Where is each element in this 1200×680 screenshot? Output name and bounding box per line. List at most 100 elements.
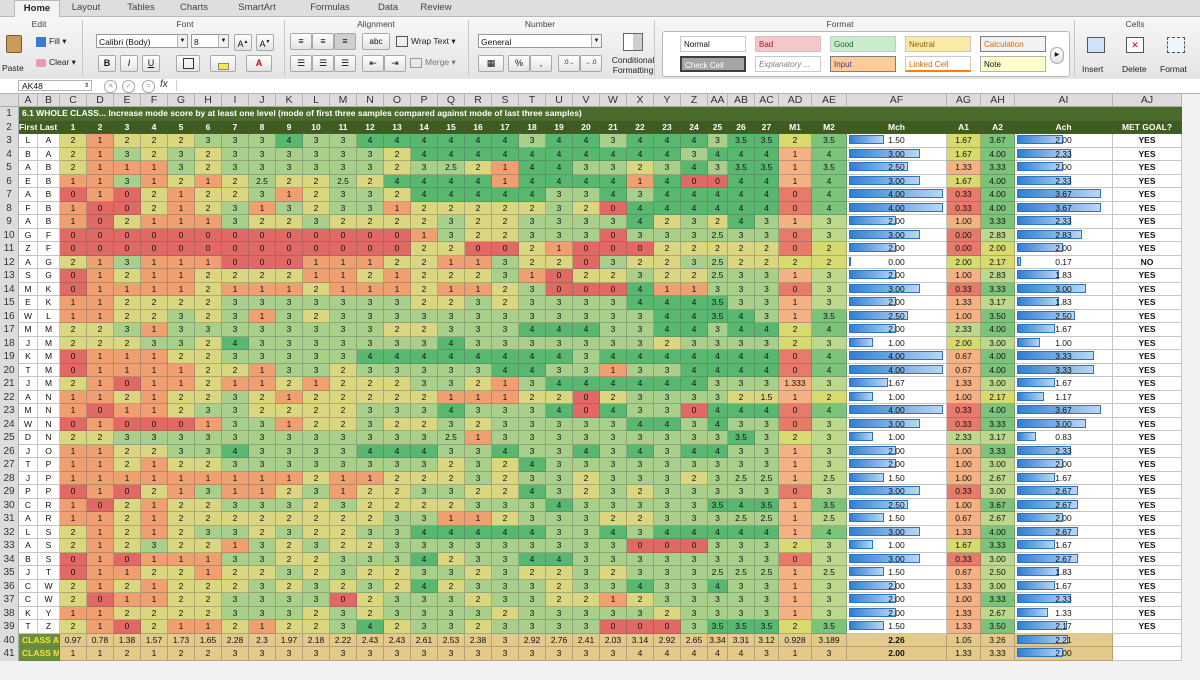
score-cell[interactable]: 3: [438, 593, 465, 607]
summary-cell[interactable]: 3.12: [755, 633, 779, 647]
score-cell[interactable]: 1: [546, 242, 573, 256]
a2-cell[interactable]: 2.83: [981, 269, 1015, 283]
score-cell[interactable]: 3: [708, 552, 728, 566]
score-cell[interactable]: 3: [357, 525, 384, 539]
score-cell[interactable]: 0: [114, 188, 141, 202]
column-header[interactable]: T: [519, 94, 546, 107]
column-title[interactable]: A1: [947, 120, 981, 134]
score-cell[interactable]: 3: [330, 323, 357, 337]
row-header[interactable]: 16: [0, 309, 19, 323]
score-cell[interactable]: 1: [465, 282, 492, 296]
score-cell[interactable]: 2: [276, 485, 303, 499]
score-cell[interactable]: 3: [708, 161, 728, 175]
score-cell[interactable]: 2: [384, 215, 411, 229]
style-explanatory[interactable]: Explanatory ...: [755, 56, 821, 72]
align-middle-button[interactable]: ≡: [312, 33, 334, 50]
score-cell[interactable]: 1: [87, 309, 114, 323]
bold-button[interactable]: B: [98, 55, 116, 72]
summary-cell[interactable]: 3: [357, 647, 384, 661]
score-cell[interactable]: 2: [168, 134, 195, 148]
first-initial[interactable]: F: [19, 201, 38, 215]
score-cell[interactable]: 3: [222, 147, 249, 161]
score-cell[interactable]: 3: [249, 161, 276, 175]
met-goal-cell[interactable]: YES: [1113, 201, 1182, 215]
mch-cell[interactable]: 4.00: [847, 188, 947, 202]
column-header[interactable]: L: [303, 94, 330, 107]
score-cell[interactable]: 3: [465, 471, 492, 485]
a2-cell[interactable]: 4.00: [981, 201, 1015, 215]
score-cell[interactable]: 2: [276, 512, 303, 526]
ach-cell[interactable]: 3.00: [1015, 282, 1113, 296]
score-cell[interactable]: 4: [519, 363, 546, 377]
score-cell[interactable]: 3: [249, 147, 276, 161]
row-header[interactable]: 40: [0, 633, 19, 647]
ach-cell[interactable]: 2.83: [1015, 228, 1113, 242]
score-cell[interactable]: 0: [330, 228, 357, 242]
score-cell[interactable]: 1: [168, 552, 195, 566]
score-cell[interactable]: 2: [60, 147, 87, 161]
column-title[interactable]: MET GOAL?: [1113, 120, 1182, 134]
m2-cell[interactable]: 3.5: [812, 134, 847, 148]
score-cell[interactable]: 3: [728, 485, 755, 499]
score-cell[interactable]: 3: [222, 161, 249, 175]
score-cell[interactable]: 3: [600, 323, 627, 337]
summary-cell[interactable]: 2.65: [681, 633, 708, 647]
score-cell[interactable]: 1: [87, 174, 114, 188]
a2-cell[interactable]: 3.00: [981, 336, 1015, 350]
score-cell[interactable]: 1: [60, 606, 87, 620]
score-cell[interactable]: 4: [411, 525, 438, 539]
score-cell[interactable]: 2: [303, 606, 330, 620]
column-header[interactable]: H: [195, 94, 222, 107]
format-button[interactable]: Format: [1158, 33, 1194, 77]
summary-cell[interactable]: 1: [60, 647, 87, 661]
score-cell[interactable]: 1: [87, 552, 114, 566]
score-cell[interactable]: 3: [654, 431, 681, 445]
last-initial[interactable]: G: [38, 255, 60, 269]
a1-cell[interactable]: 1.67: [947, 134, 981, 148]
score-cell[interactable]: 3: [276, 431, 303, 445]
fill-color-button[interactable]: [210, 55, 236, 72]
m1-cell[interactable]: 2: [779, 336, 812, 350]
m1-cell[interactable]: 2: [779, 255, 812, 269]
m2-cell[interactable]: 3: [812, 377, 847, 391]
a2-cell[interactable]: 2.00: [981, 242, 1015, 256]
m1-cell[interactable]: 1: [779, 566, 812, 580]
row-header[interactable]: 10: [0, 228, 19, 242]
score-cell[interactable]: 3: [627, 458, 654, 472]
score-cell[interactable]: 3: [519, 228, 546, 242]
score-cell[interactable]: 0: [87, 498, 114, 512]
score-cell[interactable]: 4: [755, 174, 779, 188]
m2-cell[interactable]: 2.5: [812, 512, 847, 526]
score-cell[interactable]: 4: [681, 444, 708, 458]
m1-cell[interactable]: 0: [779, 228, 812, 242]
score-cell[interactable]: 4: [708, 404, 728, 418]
ach-cell[interactable]: 2.33: [1015, 593, 1113, 607]
score-cell[interactable]: 3: [681, 431, 708, 445]
score-cell[interactable]: 4: [728, 498, 755, 512]
ach-cell[interactable]: 0.83: [1015, 431, 1113, 445]
column-header[interactable]: Z: [681, 94, 708, 107]
met-goal-cell[interactable]: YES: [1113, 552, 1182, 566]
grow-font-button[interactable]: A▲: [234, 34, 252, 51]
row-header[interactable]: 12: [0, 255, 19, 269]
score-cell[interactable]: 1: [141, 593, 168, 607]
score-cell[interactable]: 3: [708, 431, 728, 445]
score-cell[interactable]: 3: [654, 579, 681, 593]
score-cell[interactable]: 4: [519, 485, 546, 499]
score-cell[interactable]: 4: [546, 174, 573, 188]
score-cell[interactable]: 3: [600, 336, 627, 350]
last-initial[interactable]: O: [38, 444, 60, 458]
score-cell[interactable]: 4: [681, 134, 708, 148]
score-cell[interactable]: 2: [357, 512, 384, 526]
score-cell[interactable]: 3: [681, 485, 708, 499]
score-cell[interactable]: 2: [276, 377, 303, 391]
score-cell[interactable]: 3: [492, 566, 519, 580]
score-cell[interactable]: 3: [357, 458, 384, 472]
score-cell[interactable]: 2: [168, 458, 195, 472]
summary-cell[interactable]: 4: [654, 647, 681, 661]
score-cell[interactable]: 3: [573, 431, 600, 445]
score-cell[interactable]: 4: [411, 552, 438, 566]
score-cell[interactable]: 3: [114, 174, 141, 188]
met-goal-cell[interactable]: YES: [1113, 377, 1182, 391]
score-cell[interactable]: 1: [168, 620, 195, 634]
